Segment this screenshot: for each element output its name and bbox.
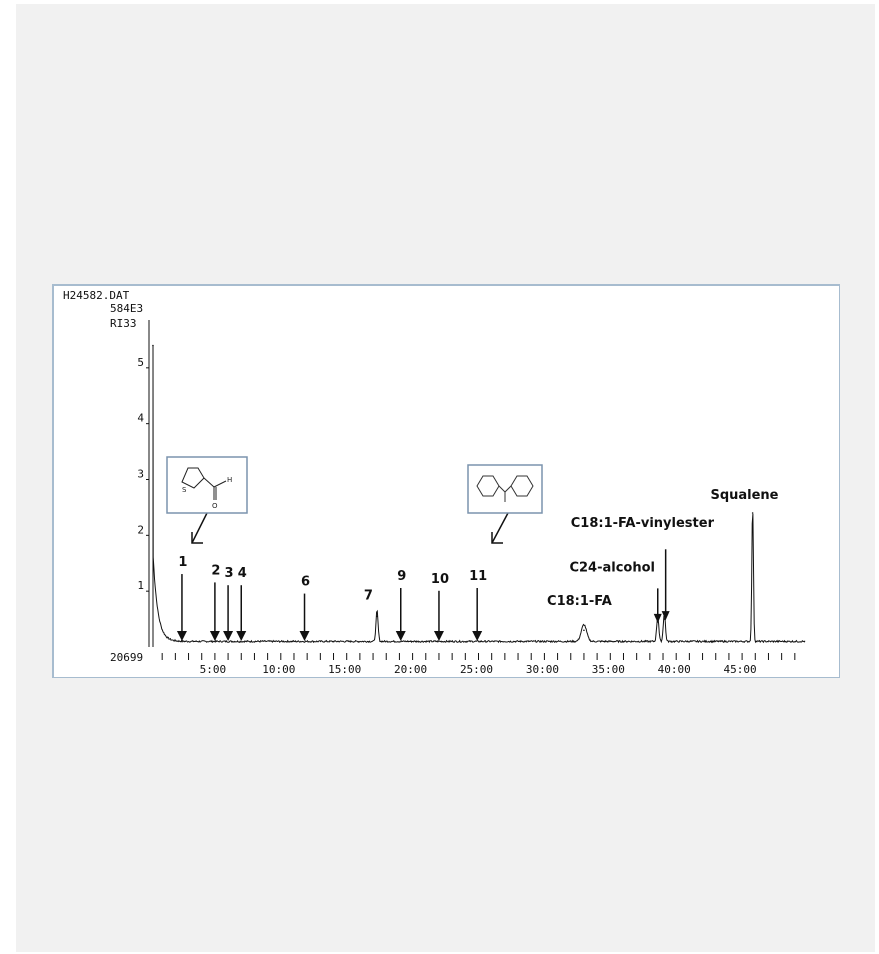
peak-number-label: 10 — [431, 572, 449, 587]
peak-arrow-head — [299, 631, 310, 641]
x-tick-label: 40:00 — [658, 663, 691, 676]
structure-inset-2-box — [467, 464, 543, 514]
thiophene-aldehyde-icon — [181, 467, 227, 500]
structure-inset-1: S O H — [166, 456, 248, 514]
peak-arrow-head — [236, 631, 247, 641]
x-tick-label: 5:00 — [200, 663, 227, 676]
inset-pointer-head — [191, 532, 203, 544]
x-tick-label: 10:00 — [262, 663, 295, 676]
peak-annotation: Squalene — [710, 488, 778, 503]
peak-annotation: C18:1-FA — [547, 594, 612, 609]
peak-number-label: 2 — [211, 563, 220, 578]
peak-arrow-head — [472, 631, 483, 641]
peak-arrow-head — [395, 631, 406, 641]
compound-arrow-head — [653, 613, 662, 623]
compound-arrow-head — [661, 611, 670, 621]
peak-number-label: 6 — [301, 575, 310, 590]
peak-arrow-head — [223, 631, 234, 641]
peak-annotation: C18:1-FA-vinylester — [571, 516, 715, 531]
annotation-group: 1 2 3 4 6 9 10 11 7 C18:1-FA C24-alcohol C18:1-FA-v… — [176, 488, 779, 641]
file-label: H24582.DAT — [63, 289, 130, 302]
structure-inset-1-box — [166, 456, 248, 514]
y-axis-label: RI33 — [110, 317, 137, 330]
peak-annotation: C24-alcohol — [569, 561, 655, 576]
x-tick-label: 45:00 — [724, 663, 757, 676]
peak-number-label: 1 — [178, 555, 187, 570]
y-tick-label: 2 — [137, 523, 144, 536]
x-tick-label: 25:00 — [460, 663, 493, 676]
baseline-label: 20699 — [110, 651, 143, 664]
x-tick-label: 15:00 — [328, 663, 361, 676]
peak-arrow-head — [176, 631, 187, 641]
y-tick-label: 4 — [137, 412, 144, 425]
peak-arrow-head — [209, 631, 220, 641]
oxygen-atom-label: O — [212, 502, 218, 510]
peak-number-label: 4 — [238, 566, 247, 581]
x-tick-label: 35:00 — [592, 663, 625, 676]
x-tick-label: 20:00 — [394, 663, 427, 676]
x-tick-label: 30:00 — [526, 663, 559, 676]
y-tick-label: 5 — [137, 356, 144, 369]
peak-arrow-head — [433, 631, 444, 641]
dipiperidyl-thione-icon — [476, 475, 534, 502]
peak-point — [376, 615, 378, 618]
peak-point — [583, 629, 585, 632]
chromatogram-trace — [152, 345, 806, 647]
peak-point — [663, 618, 666, 620]
peak-point — [152, 344, 154, 347]
y-tick-label: 1 — [137, 579, 144, 592]
inset-pointer — [491, 512, 509, 544]
peak-number-label: 9 — [397, 569, 406, 584]
scale-label: 584E3 — [110, 302, 143, 315]
y-tick-label: 3 — [137, 468, 144, 481]
peak-number-label: 3 — [225, 566, 234, 581]
peak-number-label: 11 — [469, 569, 487, 584]
sulfur-atom-label: S — [182, 486, 187, 494]
structure-inset-2 — [467, 464, 543, 514]
peak-point — [751, 512, 754, 514]
peak-annotation: 7 — [364, 589, 373, 604]
trace-group — [152, 344, 806, 647]
inset-pointer-head — [491, 532, 503, 544]
inset-pointer — [191, 512, 208, 544]
hydrogen-atom-label: H — [227, 476, 232, 484]
